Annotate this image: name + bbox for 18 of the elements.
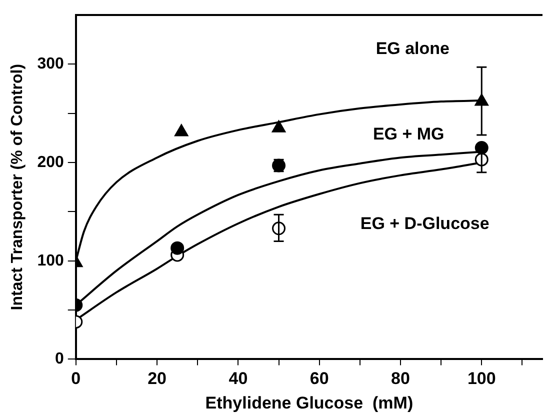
text: EG + D-Glucose — [360, 214, 490, 234]
x-tick-label: 40 — [228, 369, 248, 388]
point — [174, 124, 188, 136]
y-axis-title: Intact Transporter (% of Control) — [9, 64, 26, 310]
series-label: EG + MG — [372, 124, 444, 144]
text: EG alone — [376, 39, 450, 58]
x-tick-label: 60 — [310, 369, 329, 388]
y-tick-label: 300 — [37, 56, 64, 73]
y-tick-label: 200 — [37, 154, 64, 171]
point — [170, 241, 184, 255]
x-axis-title: Ethylidene Glucose (mM) — [205, 393, 414, 412]
x-tick-label: 20 — [148, 369, 167, 388]
y-tick-label: 0 — [54, 350, 64, 368]
x-tick-label: 100 — [467, 369, 496, 388]
y-tick-label: 100 — [37, 252, 64, 270]
x-tick-label: 0 — [71, 369, 81, 388]
point — [272, 120, 286, 132]
x-tick-label: 80 — [391, 369, 410, 388]
